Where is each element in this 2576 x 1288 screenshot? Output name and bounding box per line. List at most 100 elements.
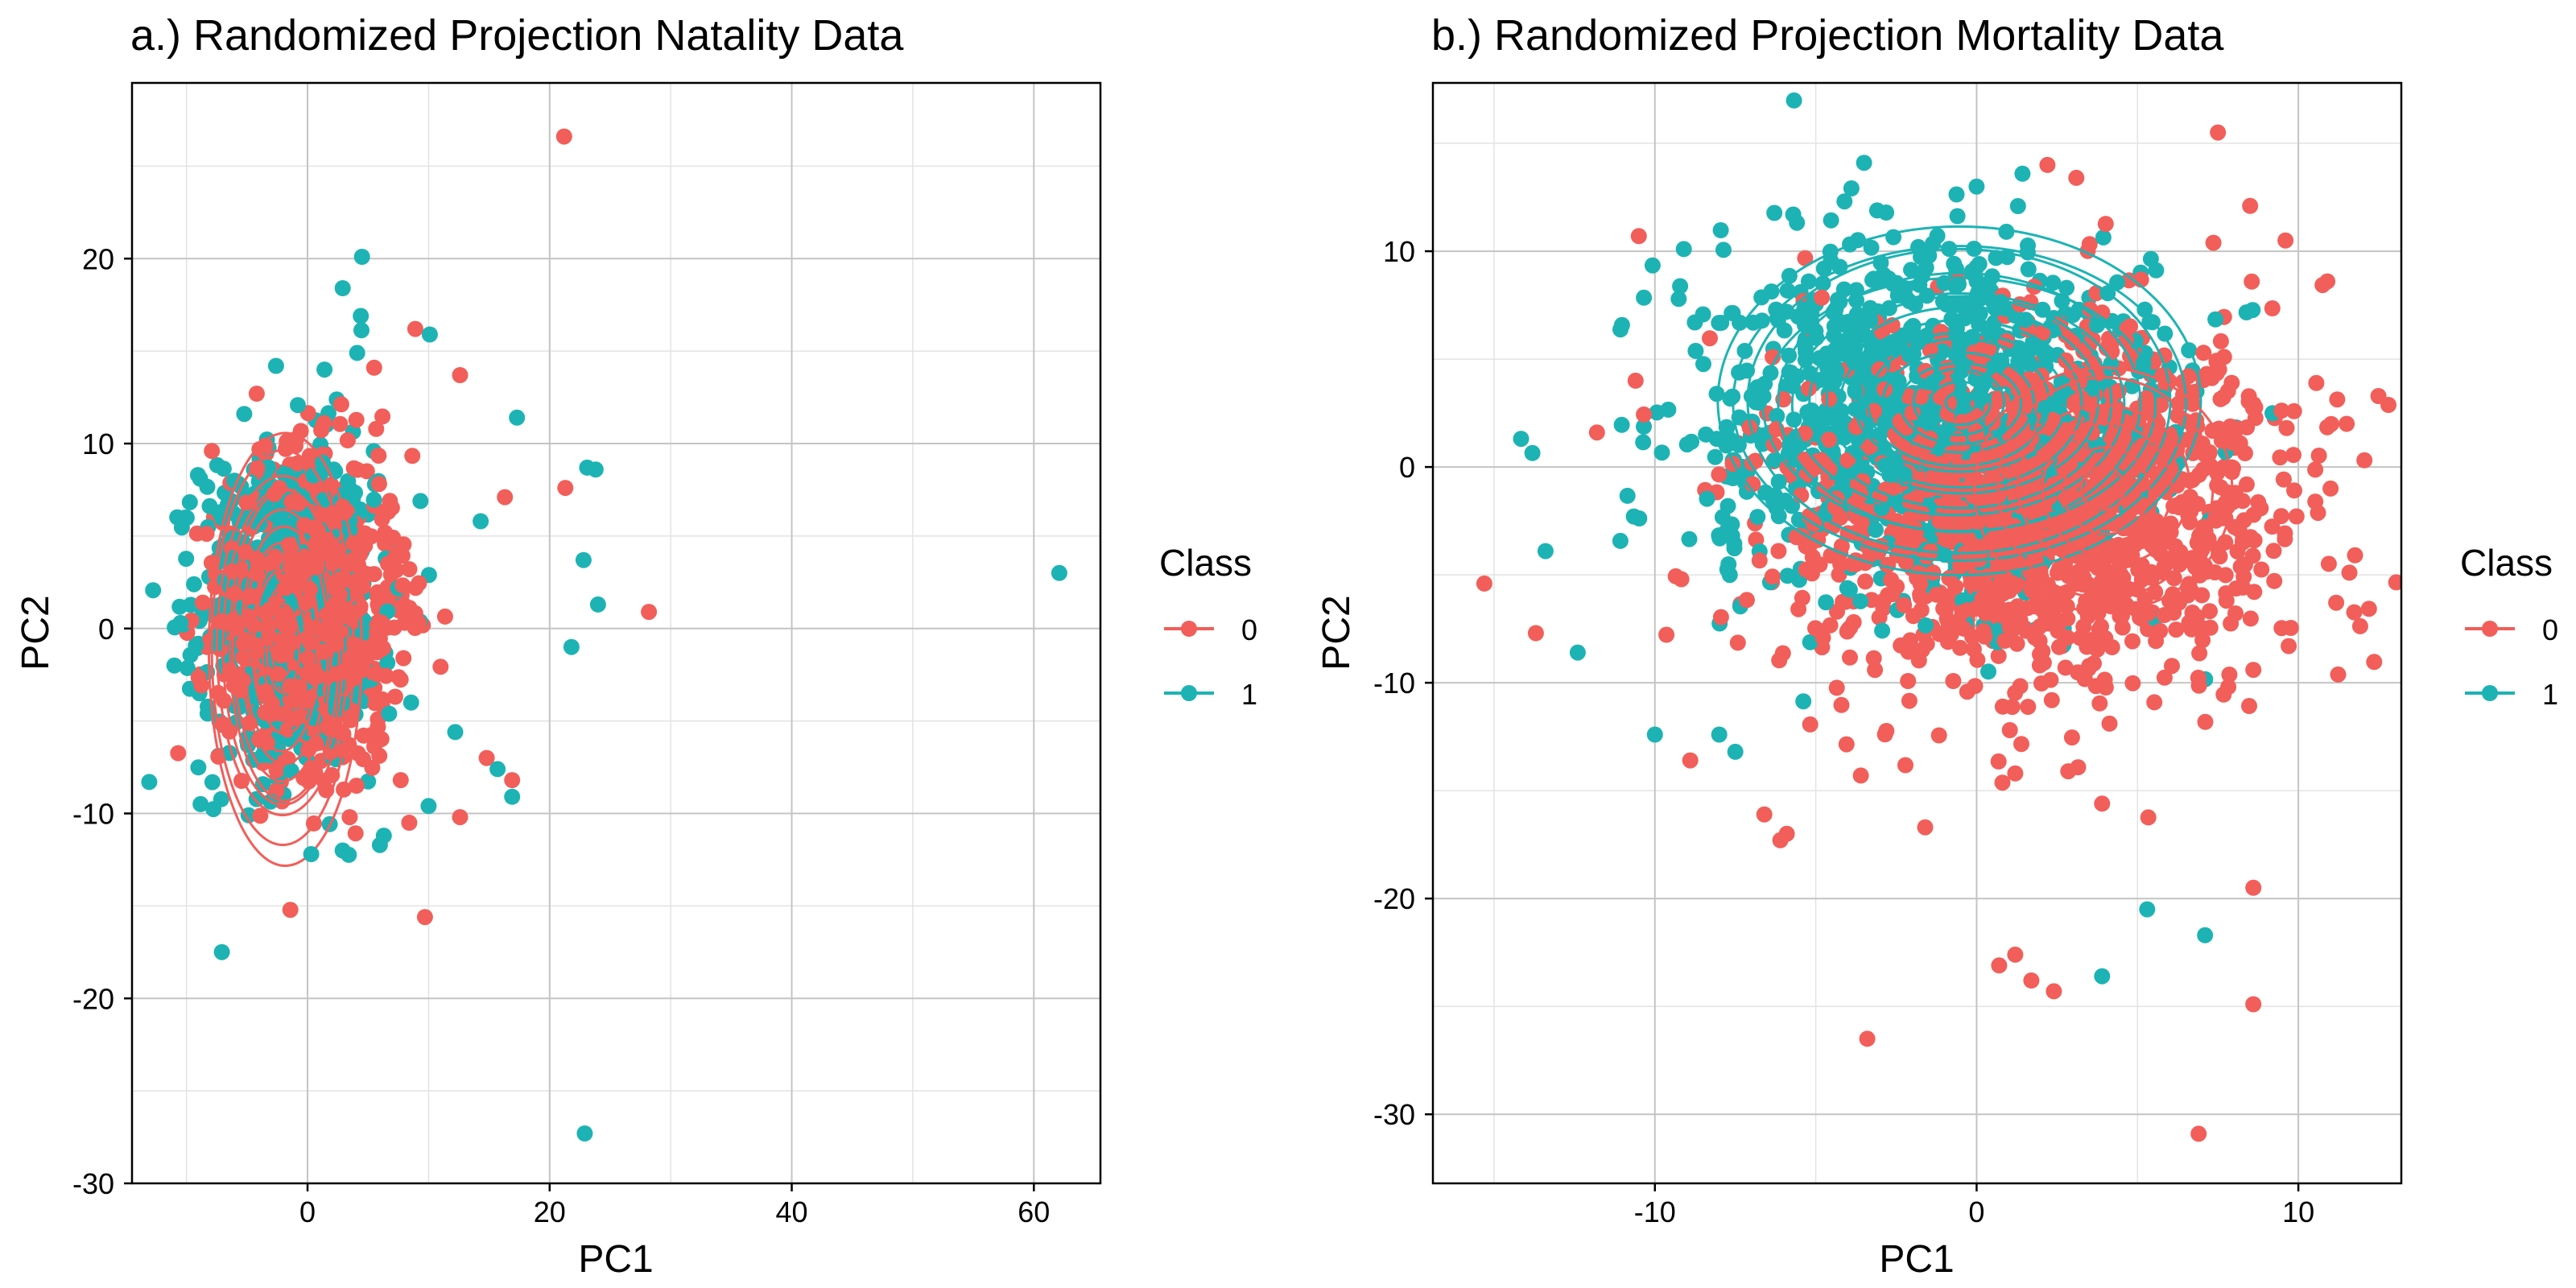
panel-b-point-class-0 xyxy=(1682,752,1699,769)
panel-a-point-class-0 xyxy=(364,759,381,776)
panel-a-point-class-1 xyxy=(316,361,333,378)
panel-b-point-class-1 xyxy=(1949,208,1966,225)
panel-b-point-class-1 xyxy=(1681,530,1698,547)
panel-a-point-class-0 xyxy=(411,615,427,631)
panel-b-point-class-0 xyxy=(1931,513,1948,530)
panel-a-point-class-0 xyxy=(341,809,358,826)
panel-b-point-class-0 xyxy=(2133,533,2150,550)
panel-a-density-contours xyxy=(207,431,363,867)
panel-a-legend-label-1: 1 xyxy=(1241,678,1257,711)
panel-b-point-class-0 xyxy=(2124,461,2141,478)
panel-b-point-class-0 xyxy=(1871,361,1888,378)
panel-b-point-class-1 xyxy=(2065,307,2081,324)
panel-b-point-class-1 xyxy=(1802,634,1818,650)
panel-b-contour-line xyxy=(1944,391,1978,415)
panel-b-point-class-0 xyxy=(2227,605,2244,621)
panel-a-point-class-0 xyxy=(289,455,306,472)
panel-b-point-class-0 xyxy=(2223,374,2240,391)
panel-b-point-class-1 xyxy=(2009,198,2026,214)
panel-a-point-class-0 xyxy=(204,443,221,460)
panel-a-point-class-0 xyxy=(401,815,418,831)
panel-b-point-class-1 xyxy=(1944,295,1961,312)
panel-b-point-class-0 xyxy=(2307,493,2324,510)
panel-b-point-class-0 xyxy=(2097,216,2114,233)
panel-a-point-class-0 xyxy=(395,650,412,667)
panel-b-y-tick-label: 0 xyxy=(1399,451,1415,484)
panel-a-point-class-1 xyxy=(563,638,580,655)
panel-a-point-class-0 xyxy=(386,688,403,705)
panel-a-point-class-1 xyxy=(353,308,369,324)
panel-a-contour-line xyxy=(270,617,295,679)
panel-b-point-class-0 xyxy=(1802,716,1818,733)
panel-a: a.) Randomized Projection Natality Data … xyxy=(14,11,1102,1281)
panel-b-point-class-0 xyxy=(2044,539,2061,556)
panel-b-point-class-0 xyxy=(2218,592,2235,609)
panel-b-point-class-1 xyxy=(1711,315,1728,332)
panel-a-point-class-0 xyxy=(302,634,319,651)
panel-b-point-class-0 xyxy=(1990,647,2007,664)
panel-a-point-class-1 xyxy=(205,801,222,818)
panel-b-point-class-0 xyxy=(2272,449,2289,466)
panel-a-point-class-0 xyxy=(382,566,399,583)
panel-b-point-class-0 xyxy=(1922,453,1939,470)
panel-b-point-class-1 xyxy=(1724,304,1741,321)
panel-b-point-class-0 xyxy=(1912,576,1929,592)
panel-a-point-class-1 xyxy=(379,654,396,671)
panel-b-contour-line xyxy=(1928,380,1992,427)
panel-b-x-axis-label: PC1 xyxy=(1879,1238,1954,1281)
panel-a-point-class-0 xyxy=(285,710,302,727)
panel-b-legend-title: Class xyxy=(2460,542,2553,584)
panel-b-point-class-1 xyxy=(1964,328,1980,345)
panel-b-point-class-1 xyxy=(1852,592,1869,609)
panel-b-point-class-0 xyxy=(1667,568,1684,584)
panel-b-point-class-1 xyxy=(1644,257,1661,274)
panel-a-point-class-0 xyxy=(497,489,514,506)
panel-b-point-class-0 xyxy=(2031,657,2048,674)
panel-a-point-class-1 xyxy=(190,759,207,776)
panel-a-point-class-0 xyxy=(249,460,266,477)
panel-b-point-class-0 xyxy=(2043,691,2060,708)
panel-b-point-class-0 xyxy=(2169,497,2186,514)
panel-b-point-class-0 xyxy=(1857,573,1874,590)
panel-b-point-class-0 xyxy=(2152,622,2169,639)
panel-b-point-class-0 xyxy=(2168,621,2185,638)
panel-b-point-class-0 xyxy=(2328,594,2345,611)
panel-b-point-class-0 xyxy=(2182,514,2198,530)
panel-a-x-tick-label: 0 xyxy=(299,1195,316,1228)
panel-a-contour-line xyxy=(275,629,290,661)
panel-b-point-class-0 xyxy=(2244,273,2260,290)
panel-a-point-class-0 xyxy=(411,575,427,592)
panel-b-point-class-1 xyxy=(1711,530,1728,547)
panel-a-contour-line xyxy=(250,556,320,736)
panel-a-point-class-1 xyxy=(145,582,162,599)
panel-b-point-class-0 xyxy=(2008,519,2025,536)
panel-b-point-class-1 xyxy=(1675,241,1692,258)
panel-b-point-class-0 xyxy=(1814,289,1831,306)
panel-b-point-class-0 xyxy=(2095,592,2112,609)
panel-b-point-class-0 xyxy=(2242,610,2259,627)
panel-b-point-class-0 xyxy=(2330,666,2347,683)
panel-b-point-class-0 xyxy=(1913,388,1930,405)
panel-a-point-class-0 xyxy=(373,731,390,748)
panel-b-contour-line xyxy=(1839,319,2083,489)
panel-b-point-class-1 xyxy=(2197,927,2214,943)
panel-a-point-class-1 xyxy=(375,828,392,844)
panel-b-point-class-0 xyxy=(1983,583,2000,600)
panel-a-point-class-0 xyxy=(282,902,299,919)
panel-a-point-class-1 xyxy=(334,280,351,296)
panel-a-x-axis-label: PC1 xyxy=(578,1238,653,1281)
panel-b-point-class-0 xyxy=(2250,493,2267,510)
panel-a-point-class-1 xyxy=(576,1125,593,1141)
panel-b-point-class-0 xyxy=(1965,488,1982,505)
panel-a-point-class-0 xyxy=(383,499,400,516)
panel-b-point-class-0 xyxy=(1938,531,1955,547)
panel-b-point-class-0 xyxy=(1955,620,1972,637)
panel-b-point-class-0 xyxy=(2164,658,2180,675)
panel-b-point-class-0 xyxy=(2156,669,2173,686)
panel-a-point-class-1 xyxy=(340,473,357,489)
panel-b-point-class-1 xyxy=(1678,436,1695,453)
panel-b-point-class-0 xyxy=(1739,592,1755,609)
panel-b-title: b.) Randomized Projection Mortality Data xyxy=(1431,11,2224,60)
panel-b-point-class-0 xyxy=(2242,197,2259,214)
panel-a-point-class-1 xyxy=(257,504,274,520)
